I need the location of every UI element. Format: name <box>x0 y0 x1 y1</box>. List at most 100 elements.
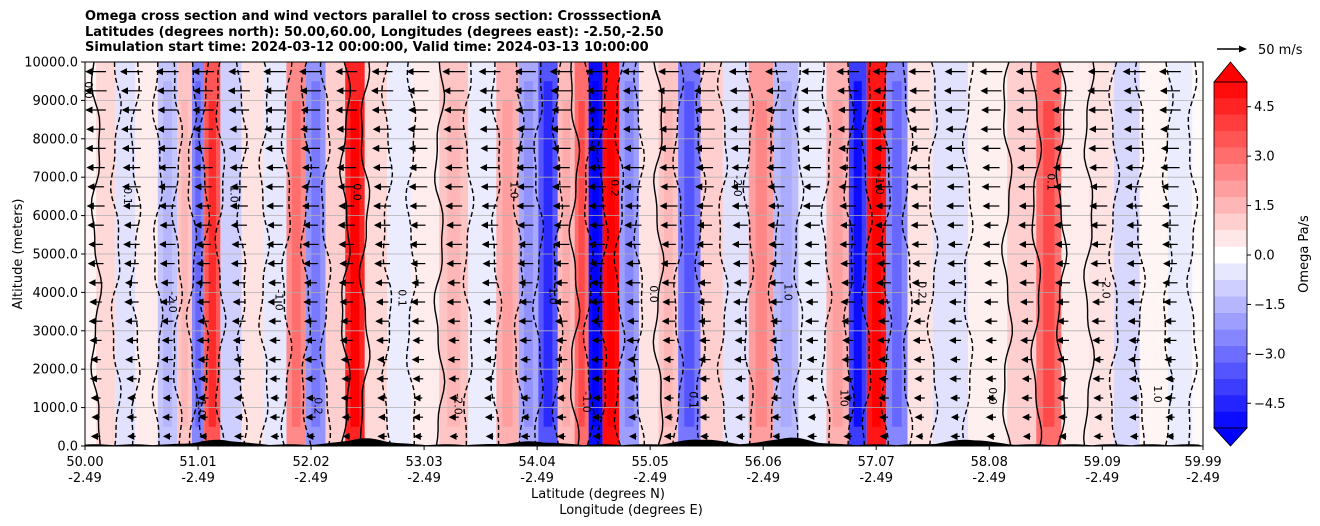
gridlines <box>85 62 1203 446</box>
chart-title: Omega cross section and wind vectors par… <box>85 9 664 56</box>
contour-label: 1.0 <box>1151 385 1164 403</box>
colorbar-segment <box>1214 345 1247 363</box>
omega-core <box>208 100 216 427</box>
x-tick-label-lon: -2.49 <box>407 471 441 486</box>
x-tick-label-lon: -2.49 <box>181 471 215 486</box>
contour-line-negative <box>462 62 475 446</box>
colorbar-segment <box>1214 98 1247 115</box>
x-tick-label-lat: 55.05 <box>632 455 669 470</box>
y-tick-label: 1000.0 <box>33 401 79 416</box>
contour-line-negative <box>716 62 729 446</box>
colorbar-tick-label: −4.5 <box>1254 397 1286 412</box>
omega-core <box>832 100 843 427</box>
contour-label: 0.2 <box>608 179 621 197</box>
contour-label: 0.0 <box>647 285 660 303</box>
contour-label: 0.0 <box>351 183 364 201</box>
title-line-3: Simulation start time: 2024-03-12 00:00:… <box>85 40 649 55</box>
colorbar-tick-label: 1.5 <box>1254 199 1275 214</box>
contour-label: 0.0 <box>82 81 95 99</box>
x-tick-label-lat: 52.02 <box>292 455 329 470</box>
colorbar-segment <box>1214 329 1247 346</box>
colorbar-segment <box>1214 180 1247 198</box>
contour-line-negative <box>109 62 122 446</box>
x-tick-label-lon: -2.49 <box>746 471 780 486</box>
contour-line-positive <box>568 62 581 446</box>
contour-line-positive <box>1001 62 1014 446</box>
colorbar-ticks: 4.5 3.0 1.5 0.0 −1.5 −3.0 −4.5 <box>1247 100 1286 412</box>
contour-line-negative <box>596 62 609 446</box>
y-tick-label: 0.0 <box>57 440 78 455</box>
omega-core <box>291 100 301 427</box>
y-tick-label: 2000.0 <box>33 363 79 378</box>
omega-core <box>181 100 188 427</box>
y-tick-label: 10000.0 <box>24 56 78 71</box>
colorbar-segment <box>1214 213 1247 231</box>
contour-label: 0.1 <box>1044 173 1057 191</box>
contour-label: 1.0 <box>195 399 208 417</box>
title-line-1: Omega cross section and wind vectors par… <box>85 9 662 24</box>
contour-line-positive <box>1030 62 1043 446</box>
y-tick-label: 6000.0 <box>33 209 79 224</box>
contour-line-negative <box>532 62 545 446</box>
colorbar-tick-label: 4.5 <box>1254 100 1275 115</box>
colorbar-segment <box>1214 230 1247 247</box>
x-tick-label-lat: 54.04 <box>519 455 556 470</box>
y-axis: 0.0 1000.0 2000.0 3000.0 4000.0 5000.0 6000.0 7… <box>24 56 85 455</box>
x-tick-label-lon: -2.49 <box>294 471 328 486</box>
contour-label: -1.0 <box>580 391 593 412</box>
contour-line-negative <box>792 62 805 446</box>
x-tick-label-lat: 59.99 <box>1184 455 1221 470</box>
contour-label: 0.2 <box>311 397 324 415</box>
contour-line-negative <box>1186 62 1199 446</box>
omega-core <box>872 100 881 427</box>
contour-label: 1.0 <box>507 181 520 199</box>
x-tick-label-lat: 58.08 <box>971 455 1008 470</box>
colorbar-segment <box>1214 411 1247 428</box>
omega-core <box>350 100 360 427</box>
omega-core <box>607 100 615 427</box>
colorbar-segment <box>1214 395 1247 412</box>
colorbar-segment <box>1214 131 1247 148</box>
contour-label: -2.0 <box>451 393 464 414</box>
contour-line-negative <box>129 62 142 446</box>
colorbar-segment <box>1214 362 1247 379</box>
x-tick-label-lon: -2.49 <box>1186 471 1220 486</box>
contour-label: 0.1 <box>121 187 134 205</box>
contour-line-positive <box>339 62 352 446</box>
colorbar-tick-label: −3.0 <box>1254 347 1286 362</box>
x-tick-label-lat: 57.07 <box>858 455 895 470</box>
colorbar-tick-label: 3.0 <box>1254 150 1275 165</box>
y-tick-label: 8000.0 <box>33 132 79 147</box>
terrain <box>85 437 1203 446</box>
contour-label: 1.0 <box>1200 171 1213 189</box>
contour-label: 0.0 <box>986 387 999 405</box>
contour-line-negative <box>613 62 626 446</box>
colorbar: 4.5 3.0 1.5 0.0 −1.5 −3.0 −4.5 Omega Pa/s <box>1213 61 1312 447</box>
x-tick-label-lat: 50.00 <box>66 455 103 470</box>
wind-reference-vector: 50 m/s <box>1217 43 1303 58</box>
colorbar-segments <box>1214 82 1247 428</box>
x-tick-label-lon: -2.49 <box>633 471 667 486</box>
contour-label: -2.0 <box>731 175 744 196</box>
reference-arrow-icon <box>1239 45 1247 53</box>
omega-core <box>1043 100 1055 427</box>
contour-line-negative <box>1108 62 1121 446</box>
x-tick-label-lat: 51.01 <box>179 455 216 470</box>
contour-line-negative <box>280 62 293 446</box>
colorbar-segment <box>1214 82 1247 99</box>
omega-core <box>755 100 767 427</box>
contour-line-negative <box>151 62 164 446</box>
contour-label: -1.0 <box>873 173 886 194</box>
reference-vector-label: 50 m/s <box>1258 43 1303 58</box>
title-line-2: Latitudes (degrees north): 50.00,60.00, … <box>85 24 664 40</box>
contour-line-positive <box>358 62 371 446</box>
y-tick-label: 4000.0 <box>33 286 79 301</box>
y-tick-label: 7000.0 <box>33 171 79 186</box>
x-tick-label-lon: -2.49 <box>520 471 554 486</box>
colorbar-segment <box>1214 197 1247 214</box>
colorbar-segment <box>1214 378 1247 396</box>
omega-core <box>578 100 585 427</box>
y-tick-label: 3000.0 <box>33 324 79 339</box>
contour-line-negative <box>742 62 755 446</box>
